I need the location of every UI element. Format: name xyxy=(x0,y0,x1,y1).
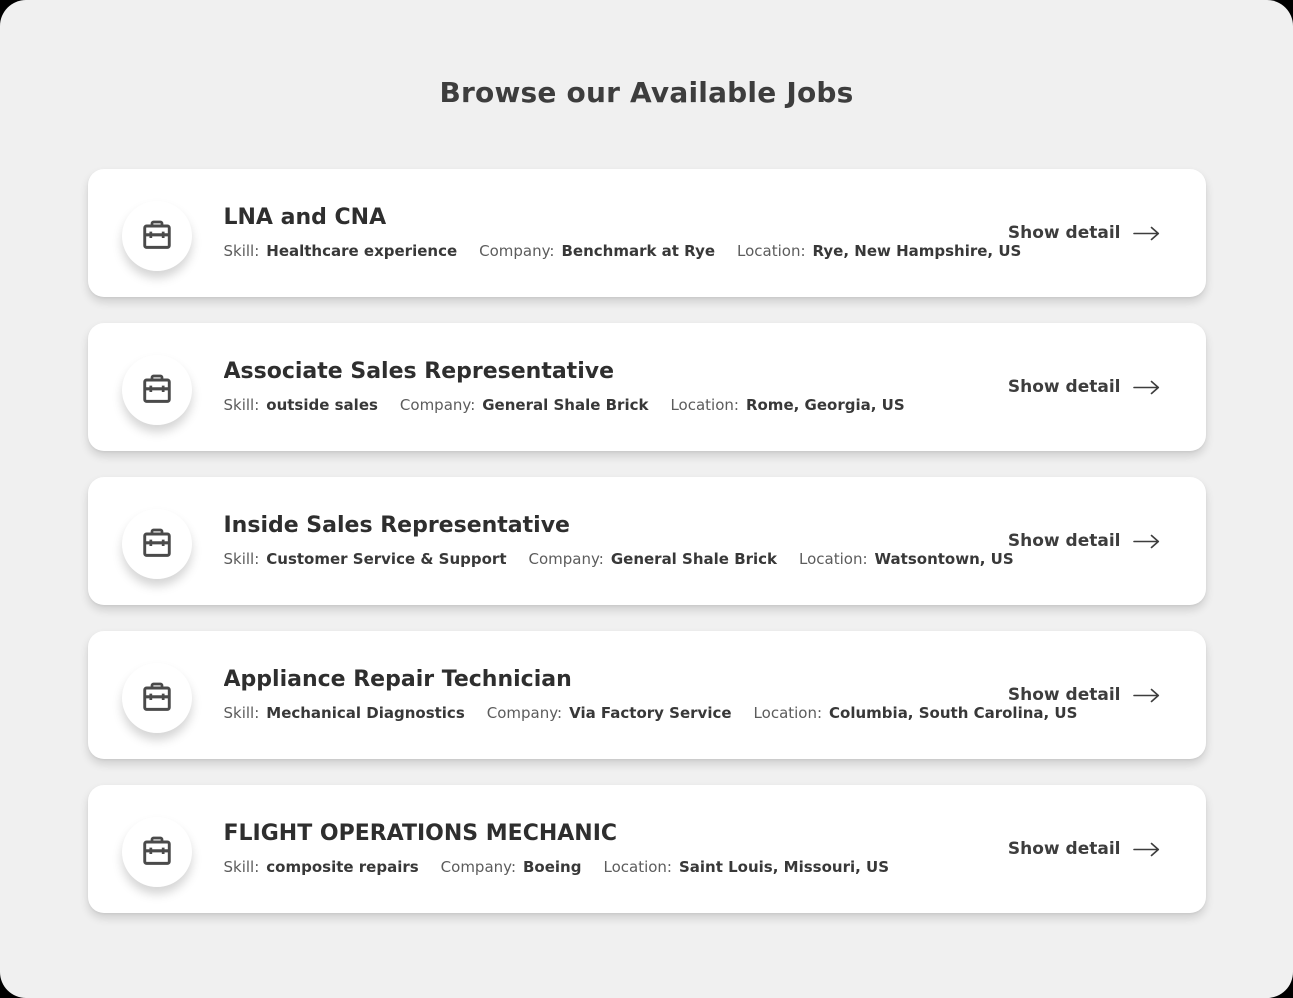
skill-pair: Skill: composite repairs xyxy=(224,858,419,878)
skill-value: Customer Service & Support xyxy=(266,549,507,568)
company-value: Benchmark at Rye xyxy=(561,241,716,260)
job-card: FLIGHT OPERATIONS MECHANIC Skill: composi… xyxy=(87,785,1206,913)
show-detail-link[interactable]: Show detail xyxy=(1008,223,1160,243)
skill-pair: Skill: Customer Service & Support xyxy=(224,550,507,570)
location-value: Rye, New Hampshire, US xyxy=(812,241,1022,260)
company-pair: Company: Via Factory Service xyxy=(487,704,732,724)
show-detail-label: Show detail xyxy=(1007,839,1121,859)
location-value: Watsontown, US xyxy=(874,549,1014,568)
page-title: Browse our Available Jobs xyxy=(439,76,854,109)
company-value: Via Factory Service xyxy=(569,703,732,722)
show-detail-link[interactable]: Show detail xyxy=(1008,685,1160,705)
job-info: Inside Sales Representative Skill: Custom… xyxy=(223,512,1014,570)
job-info: FLIGHT OPERATIONS MECHANIC Skill: composi… xyxy=(224,821,1008,878)
job-title: Appliance Repair Technician xyxy=(223,666,572,692)
job-meta: Skill: outside sales Company: General Shal… xyxy=(224,396,992,416)
location-pair: Location: Rye, New Hampshire, US xyxy=(737,242,1021,262)
show-detail-label: Show detail xyxy=(1007,377,1121,397)
skill-value: outside sales xyxy=(266,395,378,414)
skill-label: Skill: xyxy=(223,857,260,876)
arrow-right-icon xyxy=(1132,534,1159,548)
briefcase-icon xyxy=(142,682,171,711)
arrow-right-icon xyxy=(1132,380,1159,394)
skill-label: Skill: xyxy=(223,241,260,260)
job-card: Appliance Repair Technician Skill: Mechan… xyxy=(87,631,1206,759)
job-card: LNA and CNA Skill: Healthcare experience … xyxy=(87,169,1206,297)
job-meta: Skill: Customer Service & Support Company… xyxy=(224,550,1014,570)
company-pair: Company: General Shale Brick xyxy=(529,550,778,570)
location-label: Location: xyxy=(603,857,672,876)
job-icon-circle xyxy=(121,509,192,579)
briefcase-icon xyxy=(142,836,171,865)
job-icon-circle xyxy=(121,817,192,887)
job-meta: Skill: Mechanical Diagnostics Company: Via… xyxy=(224,704,1078,724)
company-pair: Company: General Shale Brick xyxy=(400,396,649,416)
company-value: General Shale Brick xyxy=(610,549,778,568)
company-pair: Company: Benchmark at Rye xyxy=(479,242,715,262)
company-value: Boeing xyxy=(523,857,582,876)
location-value: Saint Louis, Missouri, US xyxy=(678,857,890,876)
job-info: Associate Sales Representative Skill: out… xyxy=(224,359,1008,416)
job-meta: Skill: composite repairs Company: Boeing L… xyxy=(224,858,992,878)
show-detail-label: Show detail xyxy=(1007,223,1121,243)
skill-label: Skill: xyxy=(223,395,260,414)
show-detail-link[interactable]: Show detail xyxy=(1008,839,1160,859)
job-title: LNA and CNA xyxy=(223,204,387,230)
arrow-right-icon xyxy=(1132,688,1159,702)
job-icon-circle xyxy=(121,201,192,271)
location-label: Location: xyxy=(670,395,739,414)
job-info: Appliance Repair Technician Skill: Mechan… xyxy=(223,666,1078,724)
briefcase-icon xyxy=(142,374,171,403)
skill-label: Skill: xyxy=(223,549,260,568)
skill-value: composite repairs xyxy=(266,857,419,876)
job-icon-circle xyxy=(121,663,192,733)
job-title: Inside Sales Representative xyxy=(223,512,570,538)
company-pair: Company: Boeing xyxy=(441,858,582,878)
arrow-right-icon xyxy=(1132,842,1159,856)
location-pair: Location: Columbia, South Carolina, US xyxy=(754,704,1078,724)
location-pair: Location: Saint Louis, Missouri, US xyxy=(603,858,889,878)
job-info: LNA and CNA Skill: Healthcare experience … xyxy=(223,204,1022,262)
location-pair: Location: Rome, Georgia, US xyxy=(670,396,904,416)
location-label: Location: xyxy=(737,241,806,260)
location-label: Location: xyxy=(799,549,868,568)
skill-label: Skill: xyxy=(223,703,260,722)
location-pair: Location: Watsontown, US xyxy=(799,550,1014,570)
job-card: Inside Sales Representative Skill: Custom… xyxy=(87,477,1206,605)
job-title: Associate Sales Representative xyxy=(223,358,615,384)
briefcase-icon xyxy=(142,220,171,249)
location-label: Location: xyxy=(753,703,823,722)
show-detail-label: Show detail xyxy=(1007,685,1121,705)
company-label: Company: xyxy=(479,241,555,260)
location-value: Rome, Georgia, US xyxy=(745,395,905,414)
show-detail-link[interactable]: Show detail xyxy=(1008,377,1160,397)
job-meta: Skill: Healthcare experience Company: Benc… xyxy=(224,242,1022,262)
location-value: Columbia, South Carolina, US xyxy=(829,703,1078,722)
briefcase-icon xyxy=(142,528,171,557)
job-card-list: LNA and CNA Skill: Healthcare experience … xyxy=(87,169,1206,913)
job-title: FLIGHT OPERATIONS MECHANIC xyxy=(223,820,618,846)
skill-pair: Skill: Healthcare experience xyxy=(224,242,458,262)
company-label: Company: xyxy=(486,703,563,722)
skill-pair: Skill: Mechanical Diagnostics xyxy=(224,704,465,724)
company-label: Company: xyxy=(528,549,604,568)
skill-pair: Skill: outside sales xyxy=(224,396,378,416)
company-value: General Shale Brick xyxy=(482,395,649,414)
company-label: Company: xyxy=(440,857,516,876)
show-detail-label: Show detail xyxy=(1007,531,1121,551)
skill-value: Healthcare experience xyxy=(266,241,458,260)
company-label: Company: xyxy=(399,395,476,414)
skill-value: Mechanical Diagnostics xyxy=(266,703,465,722)
arrow-right-icon xyxy=(1132,226,1159,240)
job-icon-circle xyxy=(121,355,192,425)
show-detail-link[interactable]: Show detail xyxy=(1008,531,1160,551)
job-card: Associate Sales Representative Skill: out… xyxy=(87,323,1206,451)
